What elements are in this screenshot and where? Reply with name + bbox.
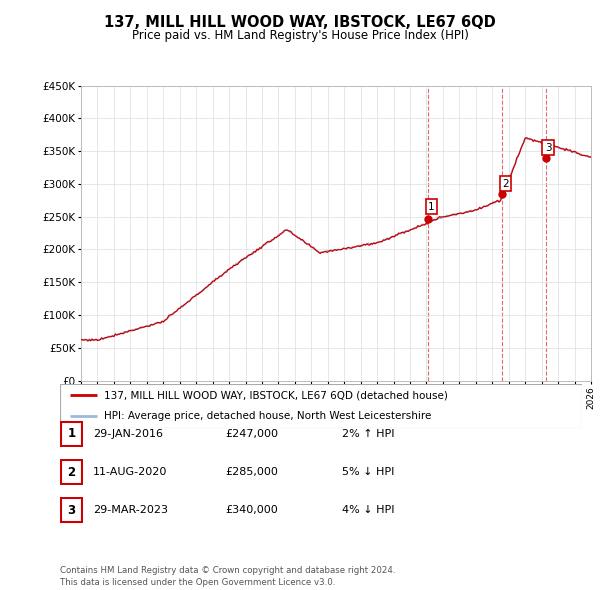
Text: 137, MILL HILL WOOD WAY, IBSTOCK, LE67 6QD (detached house): 137, MILL HILL WOOD WAY, IBSTOCK, LE67 6… [104, 391, 448, 401]
Text: 2: 2 [67, 466, 76, 478]
Text: 29-MAR-2023: 29-MAR-2023 [93, 506, 168, 515]
Text: 2: 2 [502, 179, 509, 189]
Text: 1: 1 [428, 202, 435, 212]
Text: 137, MILL HILL WOOD WAY, IBSTOCK, LE67 6QD: 137, MILL HILL WOOD WAY, IBSTOCK, LE67 6… [104, 15, 496, 30]
Text: HPI: Average price, detached house, North West Leicestershire: HPI: Average price, detached house, Nort… [104, 411, 432, 421]
Text: £247,000: £247,000 [225, 429, 278, 438]
Text: Contains HM Land Registry data © Crown copyright and database right 2024.
This d: Contains HM Land Registry data © Crown c… [60, 566, 395, 587]
Text: 29-JAN-2016: 29-JAN-2016 [93, 429, 163, 438]
Text: £285,000: £285,000 [225, 467, 278, 477]
Text: 2% ↑ HPI: 2% ↑ HPI [342, 429, 395, 438]
Text: 3: 3 [67, 504, 76, 517]
Text: Price paid vs. HM Land Registry's House Price Index (HPI): Price paid vs. HM Land Registry's House … [131, 30, 469, 42]
Text: 3: 3 [545, 143, 551, 153]
Text: £340,000: £340,000 [225, 506, 278, 515]
Text: 11-AUG-2020: 11-AUG-2020 [93, 467, 167, 477]
Text: 5% ↓ HPI: 5% ↓ HPI [342, 467, 394, 477]
Text: 4% ↓ HPI: 4% ↓ HPI [342, 506, 395, 515]
Text: 1: 1 [67, 427, 76, 440]
